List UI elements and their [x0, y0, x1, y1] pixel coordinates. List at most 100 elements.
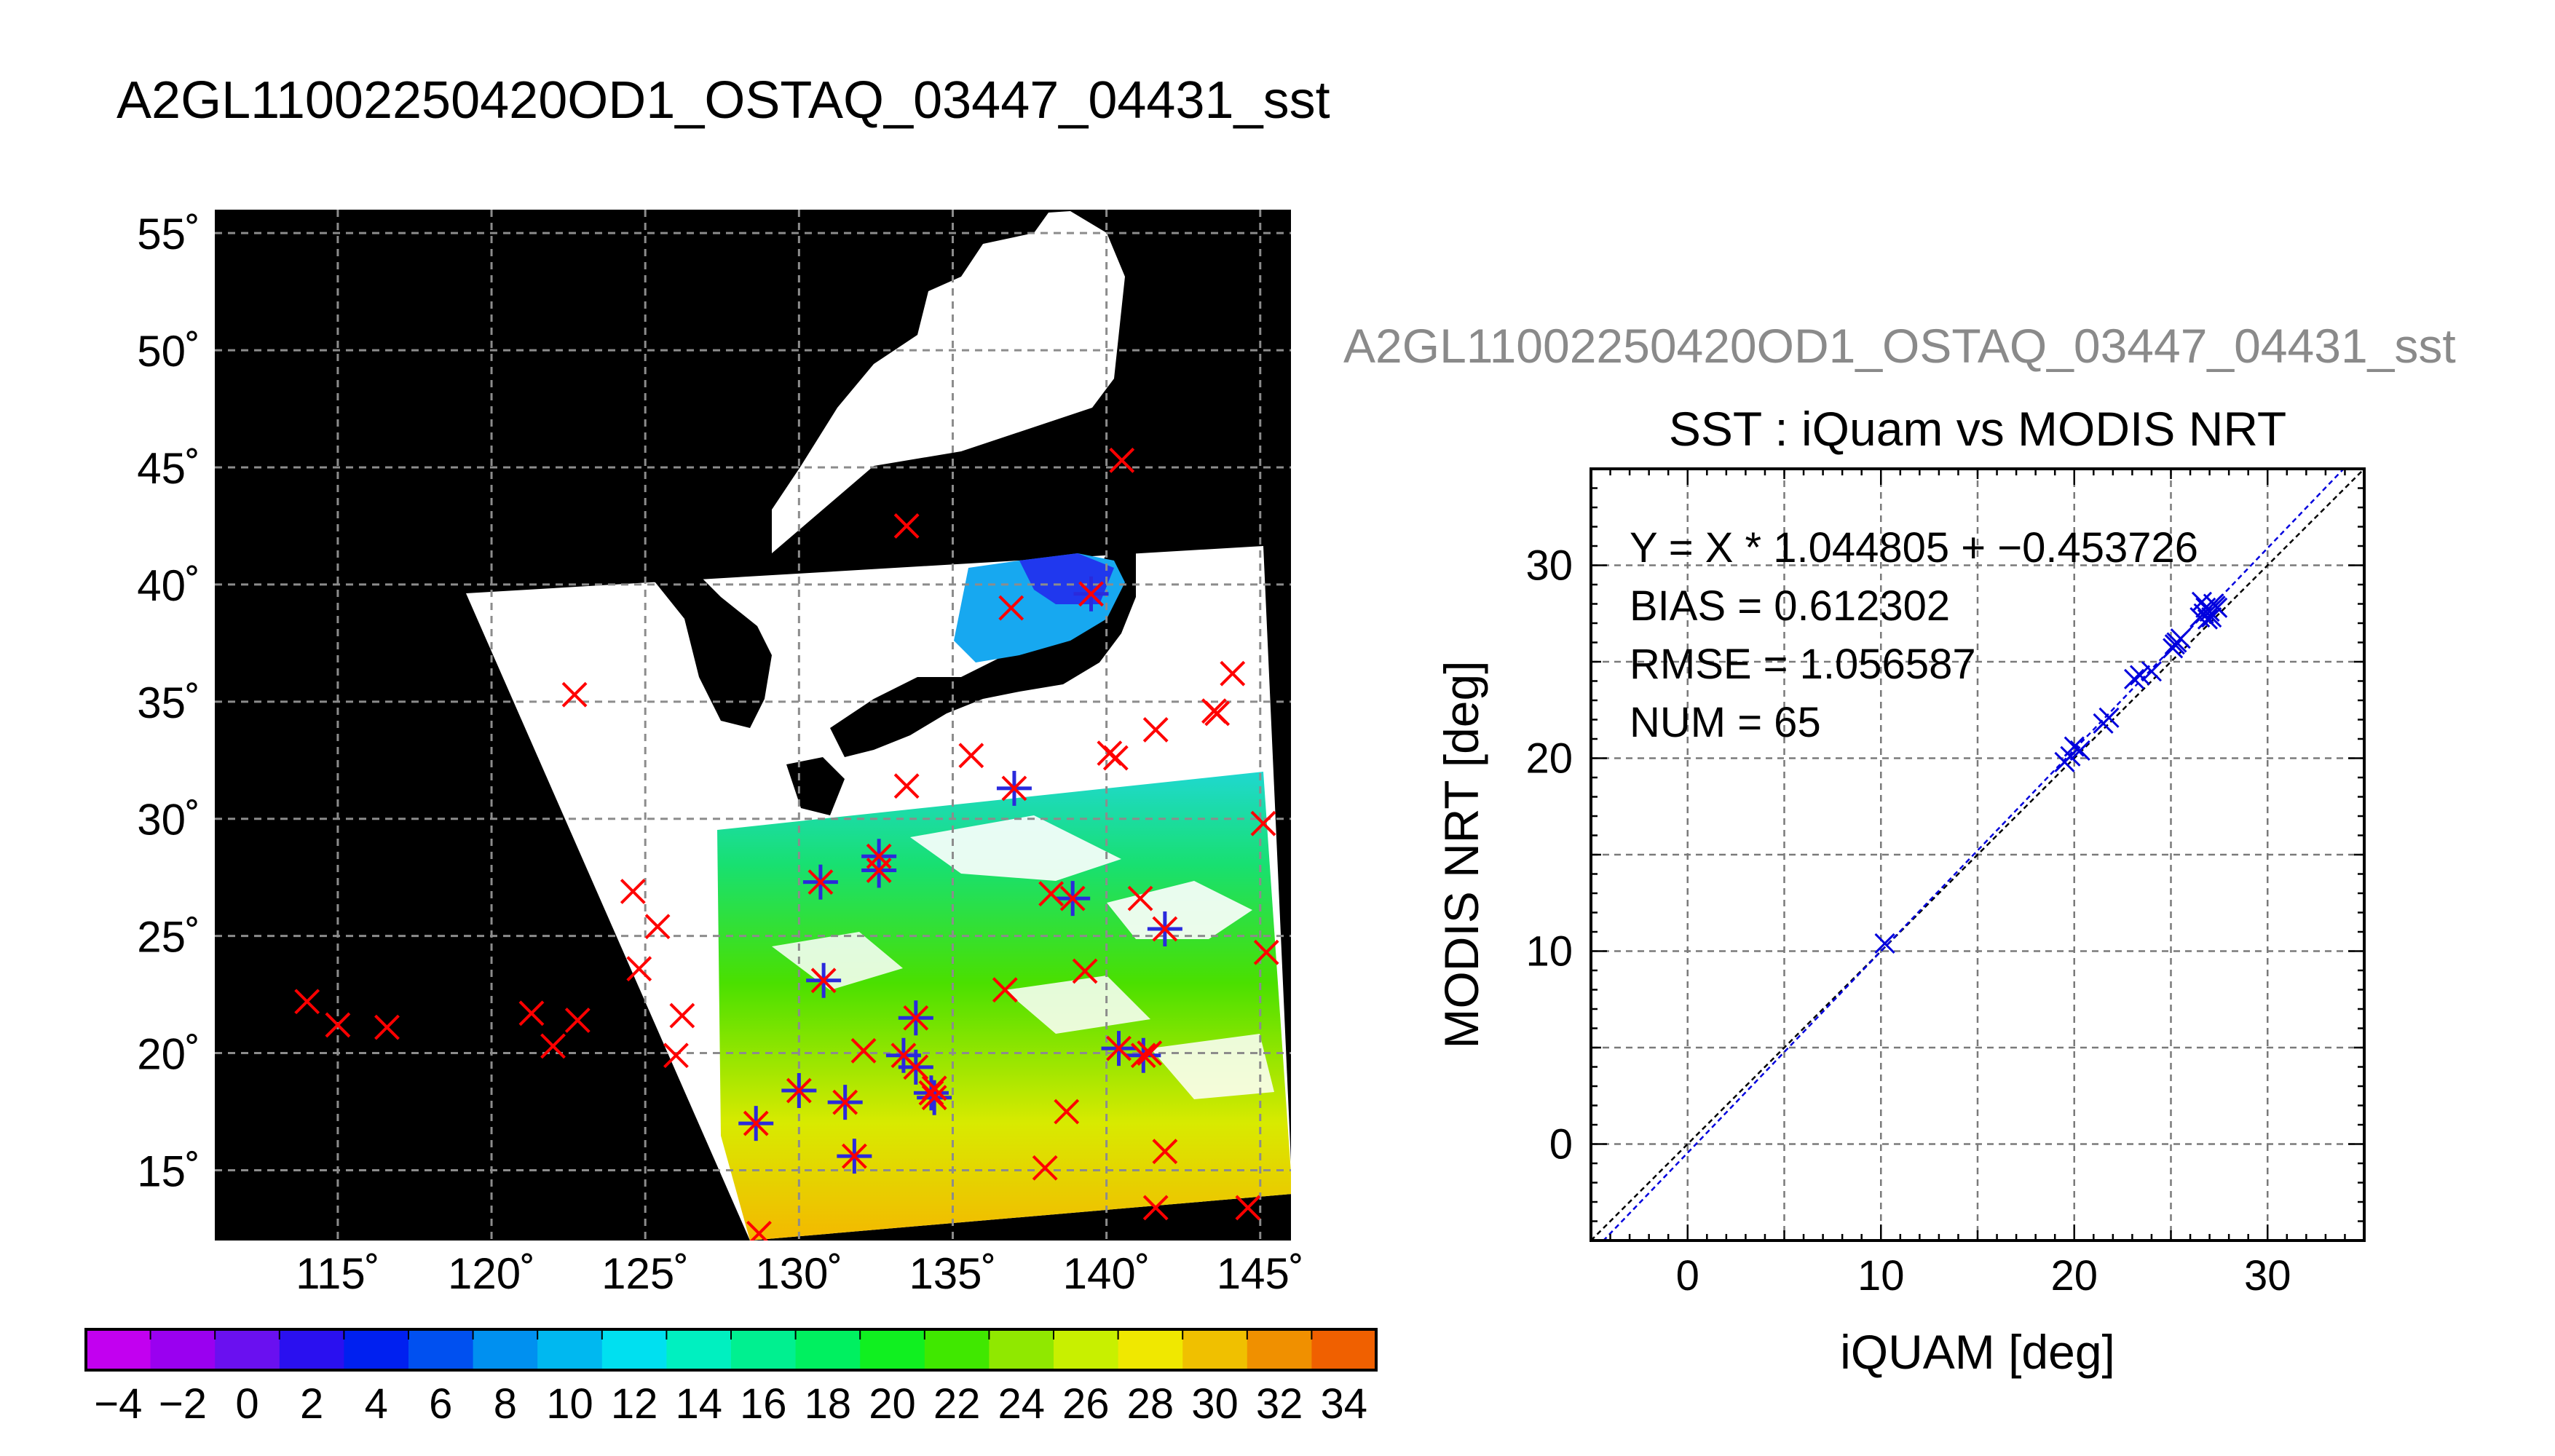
scatter-title: SST : iQuam vs MODIS NRT	[1669, 402, 2286, 456]
scatter-annotation: RMSE = 1.056587	[1630, 641, 1976, 688]
iquam-marker	[832, 1089, 858, 1115]
iquam-marker	[1152, 916, 1178, 942]
colorbar-segment	[1311, 1329, 1377, 1370]
colorbar-segment	[989, 1329, 1054, 1370]
colorbar-tick-label: −2	[159, 1380, 207, 1428]
colorbar-segment	[1054, 1329, 1119, 1370]
iquam-marker	[294, 989, 320, 1015]
scatter-annotation: BIAS = 0.612302	[1630, 582, 1950, 630]
regression-line	[1602, 469, 2345, 1241]
map-lat-label: 35˚	[137, 678, 200, 727]
colorbar-segment	[1182, 1329, 1248, 1370]
y-tick-label: 10	[1525, 928, 1573, 976]
map-lon-label: 125˚	[601, 1249, 689, 1298]
map-lon-label: 135˚	[909, 1249, 996, 1298]
colorbar-segment	[601, 1329, 668, 1370]
colorbar-tick-label: −4	[94, 1380, 142, 1428]
map-lon-label: 140˚	[1063, 1249, 1150, 1298]
colorbar-segment	[408, 1329, 474, 1370]
x-tick-label: 20	[2050, 1252, 2098, 1299]
iquam-marker	[921, 1075, 947, 1101]
iquam-marker	[841, 1143, 867, 1169]
iquam-marker	[1102, 745, 1129, 771]
one-to-one-line	[1591, 469, 2364, 1241]
map-markers	[294, 447, 1279, 1241]
scatter-point	[2163, 638, 2184, 659]
iquam-marker	[1142, 717, 1169, 743]
scatter-annotation: Y = X * 1.044805 + −0.453726	[1630, 524, 2198, 571]
colorbar-tick-label: 28	[1127, 1380, 1174, 1428]
map-lat-label: 15˚	[137, 1147, 200, 1195]
map-grid	[215, 210, 1291, 1241]
iquam-marker	[850, 1037, 877, 1064]
land-japan	[830, 553, 1136, 757]
iquam-marker	[663, 1042, 689, 1069]
scatter-file-title: A2GL11002250420OD1_OSTAQ_03447_04431_sst	[1343, 319, 2456, 373]
colorbar-tick-label: 10	[546, 1380, 593, 1428]
x-tick-label: 10	[1857, 1252, 1905, 1299]
scatter-point	[2123, 668, 2145, 689]
y-tick-label: 30	[1525, 542, 1573, 590]
map-lat-label: 30˚	[137, 796, 200, 844]
iquam-marker	[1204, 700, 1231, 727]
scatter-y-tick-labels: 0 10 20 30	[1525, 542, 1573, 1168]
scatter-x-tick-labels: 0 10 20 30	[1676, 1252, 2291, 1299]
colorbar-tick-label: 20	[869, 1380, 916, 1428]
iquam-marker	[810, 968, 837, 994]
colorbar-tick-label: 24	[998, 1380, 1045, 1428]
iquam-marker	[807, 869, 834, 895]
colorbar-tick-label: 16	[740, 1380, 787, 1428]
iquam-marker	[1253, 939, 1279, 965]
map-lon-label: 145˚	[1217, 1249, 1304, 1298]
scatter-point	[2191, 591, 2213, 612]
map-lat-label: 45˚	[137, 444, 200, 493]
scatter-point	[2069, 740, 2090, 761]
colorbar-frame	[84, 1328, 1378, 1372]
scatter-point	[2129, 665, 2151, 686]
cloud-patch-3	[772, 932, 903, 990]
iquam-marker	[1054, 1099, 1080, 1125]
main-title: A2GL11002250420OD1_OSTAQ_03447_04431_sst	[117, 71, 1330, 130]
colorbar-tick-label: 12	[611, 1380, 658, 1428]
colorbar-segment	[344, 1329, 409, 1370]
iquam-marker	[1059, 885, 1086, 911]
colorbar-segment	[215, 1329, 280, 1370]
colorbar-tick-label: 14	[675, 1380, 722, 1428]
scatter-x-axis-label: iQUAM [deg]	[1840, 1325, 2115, 1379]
iquam-marker	[1220, 660, 1246, 687]
colorbar-segment	[86, 1329, 151, 1370]
cloud-patch-5	[1150, 1034, 1274, 1099]
iquam-marker	[992, 977, 1018, 1003]
iquam-marker	[743, 1110, 769, 1136]
map-lat-label: 40˚	[137, 561, 200, 610]
iquam-marker	[620, 879, 646, 904]
iquam-marker	[1130, 1042, 1156, 1069]
iquam-marker	[893, 773, 920, 799]
map-panel: 55˚ 50˚ 45˚ 40˚ 35˚ 30˚ 25˚ 20˚ 15˚ 115˚ 120˚ 125˚…	[137, 210, 1304, 1298]
scatter-point	[2201, 606, 2222, 628]
y-tick-label: 20	[1525, 735, 1573, 783]
scatter-annotations: Y = X * 1.044805 + −0.453726 BIAS = 0.612…	[1630, 524, 2198, 746]
iquam-marker	[1250, 810, 1276, 836]
colorbar-segment	[473, 1329, 539, 1370]
scatter-tick-marks	[1591, 469, 2364, 1241]
iquam-marker	[1109, 447, 1135, 473]
iquam-marker	[1038, 881, 1065, 907]
iquam-marker	[669, 1002, 695, 1029]
scatter-point	[2141, 661, 2163, 682]
colorbar-tick-label: 0	[235, 1380, 258, 1428]
land-kyushu	[786, 757, 845, 815]
scatter-y-axis-label: MODIS NRT [deg]	[1434, 660, 1488, 1048]
scatter-point	[2098, 707, 2120, 728]
map-lon-label: 115˚	[296, 1249, 380, 1298]
iquam-marker	[1072, 958, 1098, 984]
iquam-marker	[921, 1085, 947, 1111]
land-korea	[604, 553, 772, 728]
scatter-point	[2064, 736, 2085, 757]
map-lat-label: 20˚	[137, 1030, 200, 1079]
scatter-points	[1874, 591, 2228, 954]
iquam-marker	[866, 858, 892, 883]
colorbar-tick-label: 18	[805, 1380, 852, 1428]
sst-field	[717, 772, 1291, 1241]
